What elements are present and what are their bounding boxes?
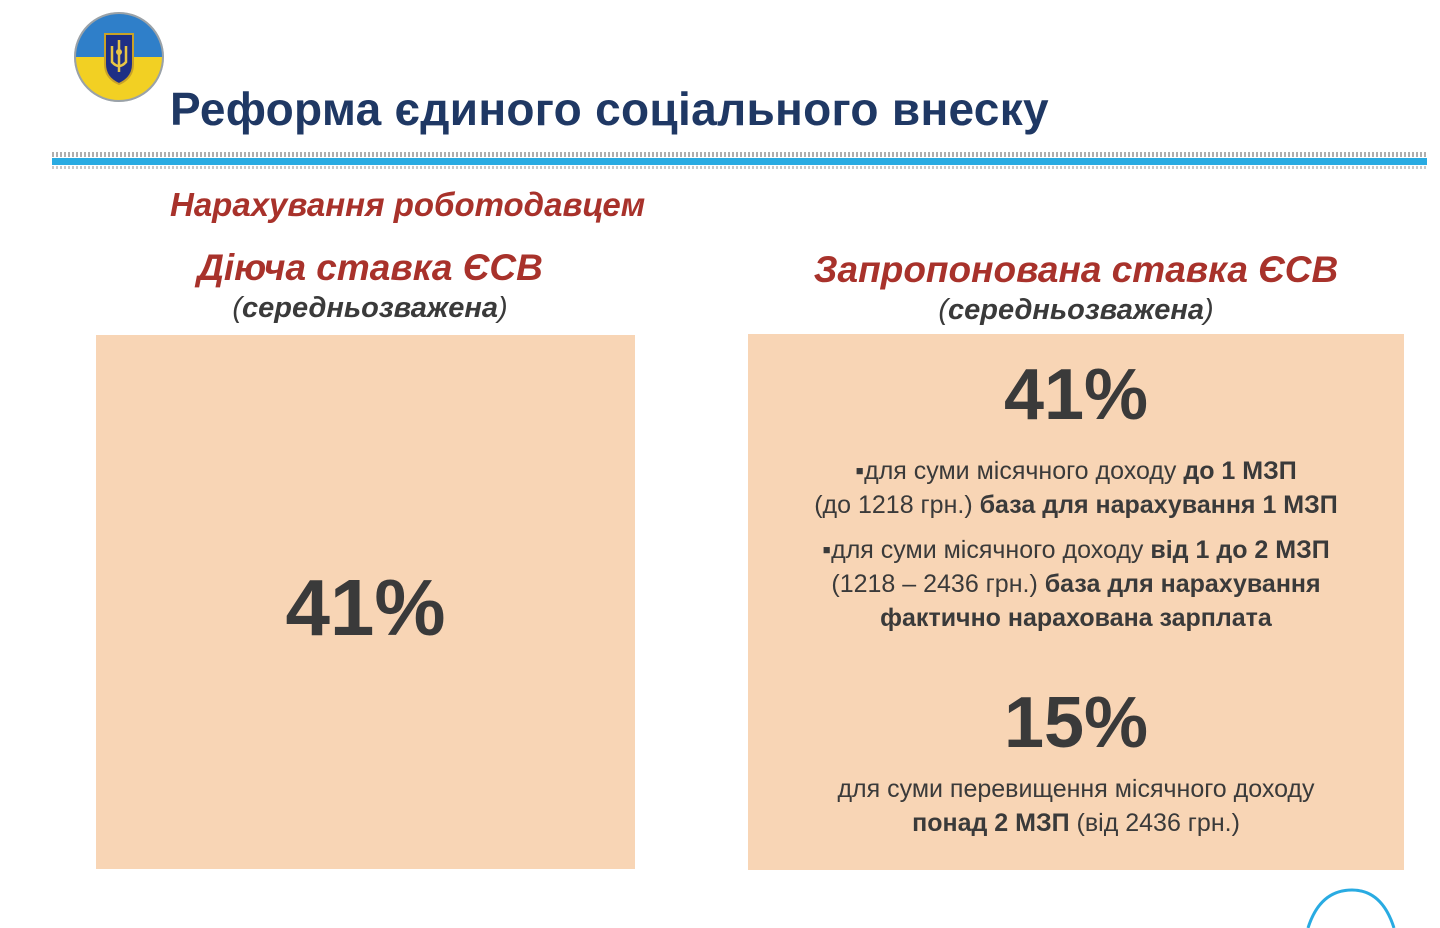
right-note: (середньозважена) [938,294,1214,326]
header-divider-dots-bottom [52,166,1427,169]
ukraine-emblem-logo [74,12,164,102]
left-heading: Діюча ставка ЄСВ [197,247,543,288]
right-column-header: Запропонована ставка ЄСВ (середньозважен… [748,248,1404,328]
bullet-1: ▪для суми місячного доходу до 1 МЗП (до … [814,457,1338,519]
proposed-rate-value-2: 15% [1003,683,1149,763]
bullet-3: для суми перевищення місячного доходу по… [837,775,1315,837]
header-divider [52,158,1427,165]
current-rate-box: 41% [96,335,635,869]
proposed-rate-box: 41% ▪для суми місячного доходу до 1 МЗП … [748,334,1404,870]
page-title: Реформа єдиного соціального внеску [170,83,1049,135]
left-column-header: Діюча ставка ЄСВ (середньозважена) [100,246,640,326]
header-divider-dots [52,152,1427,157]
decorative-corner-arc [1306,888,1396,928]
right-heading: Запропонована ставка ЄСВ [813,249,1339,290]
left-note: (середньозважена) [232,292,508,324]
bullet-2: ▪для суми місячного доходу від 1 до 2 МЗ… [822,536,1330,632]
proposed-rate-value-1: 41% [1003,355,1149,435]
section-subtitle: Нарахування роботодавцем [170,186,646,223]
current-rate-value: 41% [285,563,446,652]
